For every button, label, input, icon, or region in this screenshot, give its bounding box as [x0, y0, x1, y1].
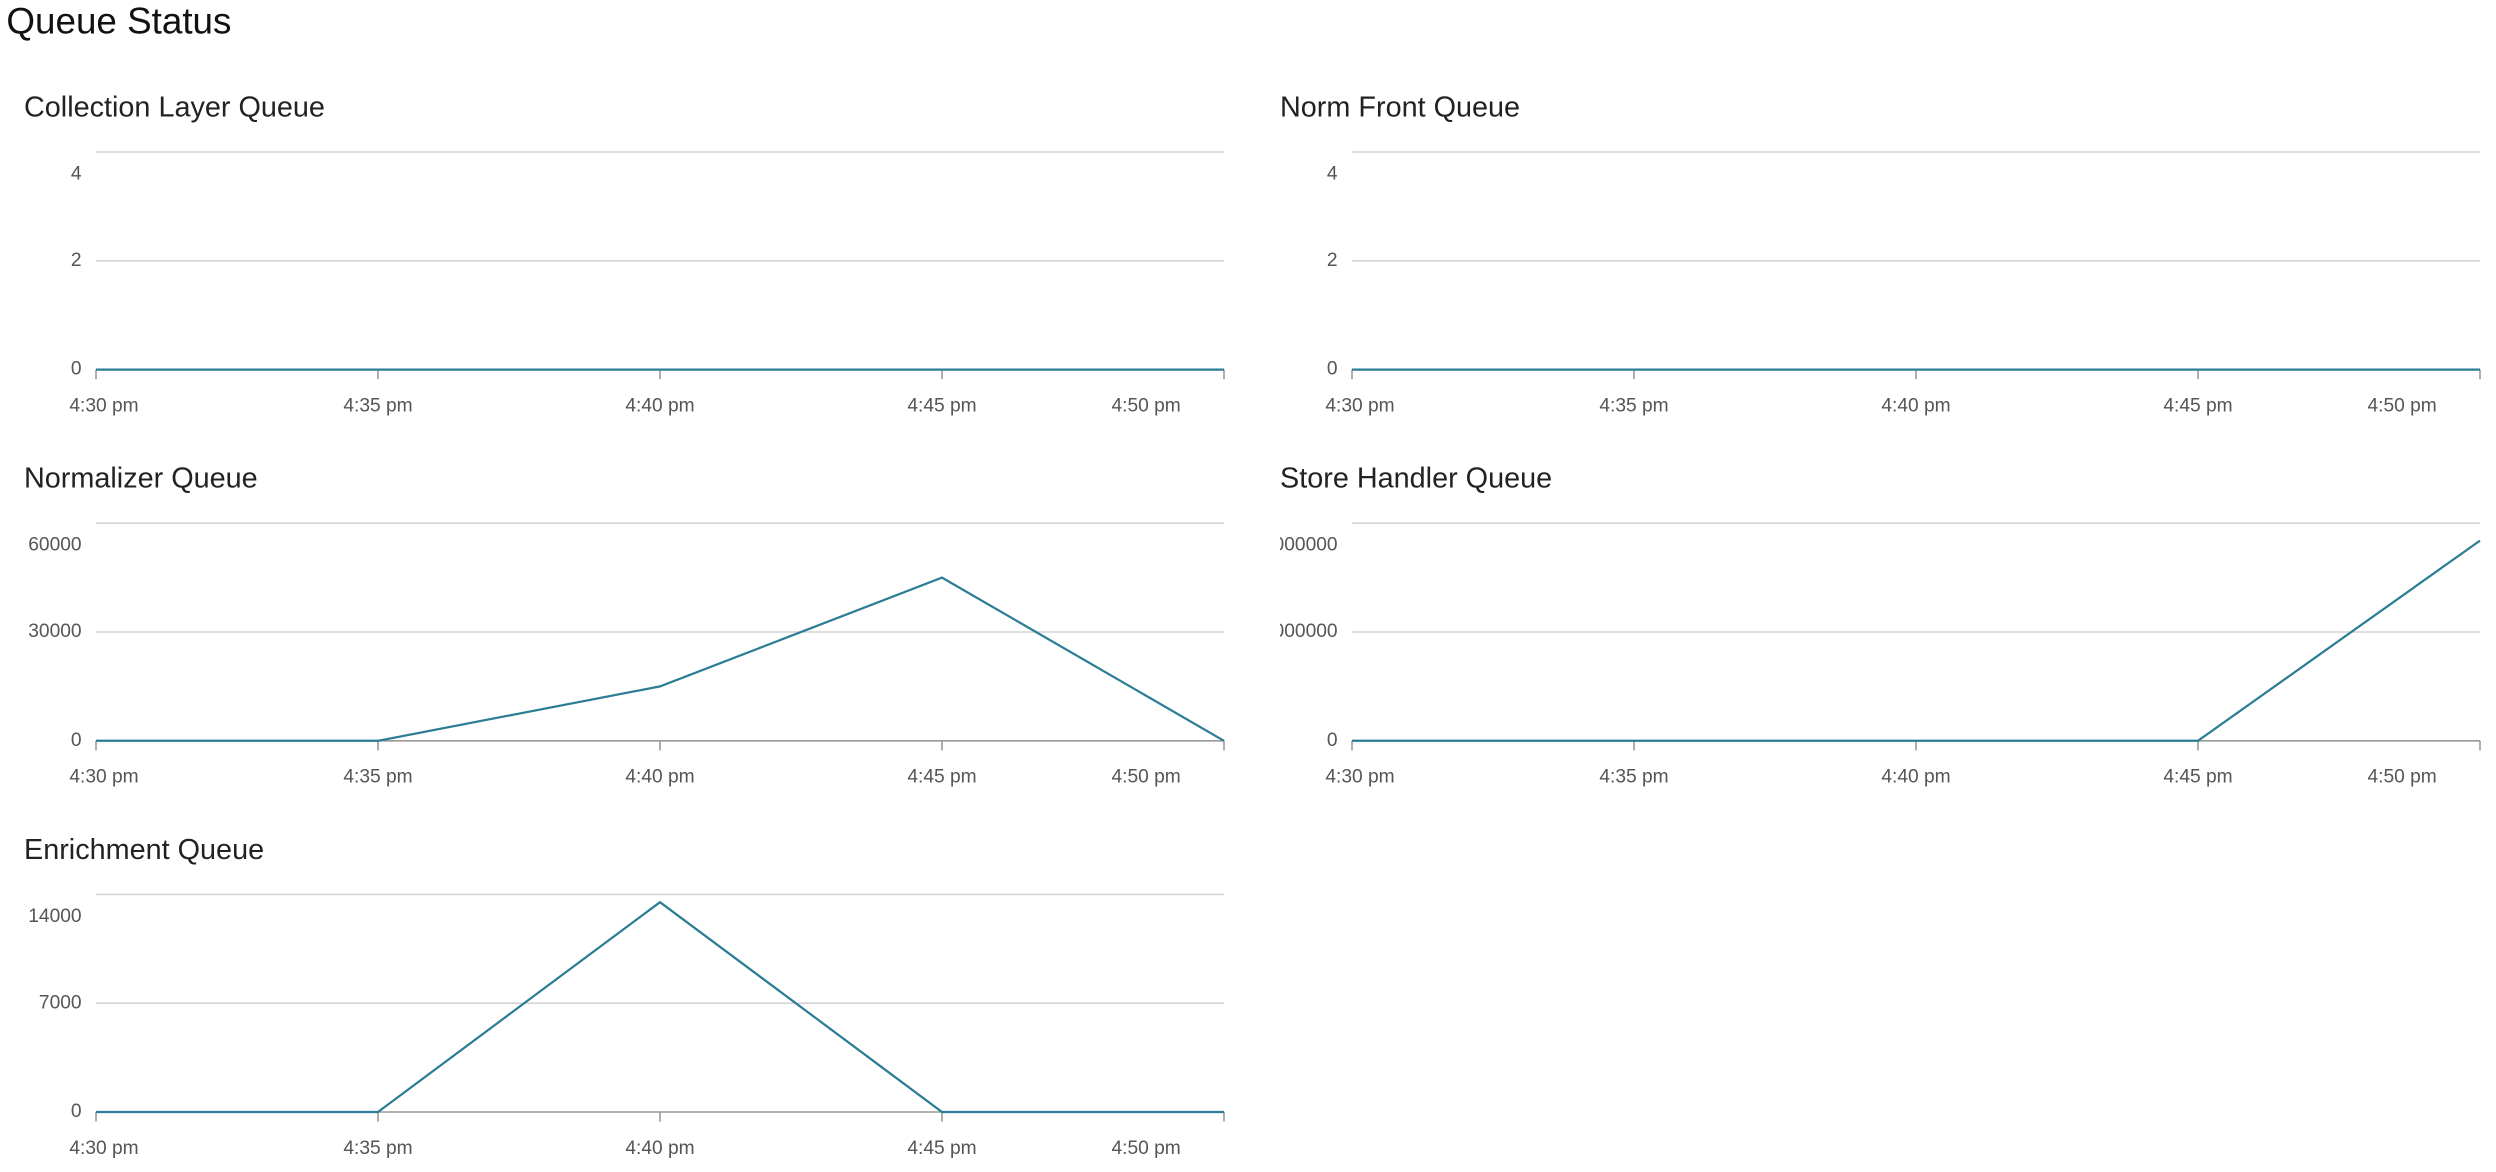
y-tick-label: 7000 [39, 992, 82, 1013]
x-tick-label: 4:30 pm [69, 395, 138, 416]
chart-title: Store Handler Queue [1280, 463, 1552, 495]
x-tick-label: 4:35 pm [343, 395, 412, 416]
y-tick-label: 0 [71, 730, 82, 751]
x-tick-label: 4:45 pm [907, 395, 976, 416]
x-tick-label: 4:30 pm [69, 1138, 138, 1159]
x-tick-label: 4:40 pm [625, 1138, 694, 1159]
chart-title: Enrichment Queue [24, 834, 264, 866]
x-tick-label: 4:35 pm [1599, 395, 1668, 416]
queue-chart: Enrichment Queue 0 7000 14000 4:30 pm 4:35 pm… [24, 834, 1225, 1159]
x-tick-label: 4:30 pm [69, 767, 138, 788]
y-tick-label: 4 [1327, 163, 1338, 184]
queue-chart: Store Handler Queue 0 1000000 2000000 4:30 p… [1263, 463, 2481, 788]
x-tick-label: 4:45 pm [2163, 767, 2232, 788]
x-tick-label: 4:40 pm [1881, 767, 1950, 788]
chart-title: Collection Layer Queue [24, 91, 325, 123]
y-tick-label: 60000 [28, 535, 81, 556]
page-title: Queue Status [6, 1, 231, 42]
y-tick-label: 0 [71, 1101, 82, 1122]
y-tick-label: 0 [71, 359, 82, 380]
x-tick-label: 4:45 pm [2163, 395, 2232, 416]
y-tick-label: 1000000 [1263, 621, 1338, 642]
x-tick-label: 4:50 pm [1111, 767, 1180, 788]
x-tick-label: 4:50 pm [2367, 767, 2436, 788]
x-tick-label: 4:45 pm [907, 1138, 976, 1159]
y-tick-label: 30000 [28, 621, 81, 642]
queue-line [96, 576, 1225, 742]
x-tick-label: 4:35 pm [1599, 767, 1668, 788]
chart-title: Normalizer Queue [24, 463, 258, 495]
queue-line [96, 900, 1224, 1114]
y-tick-label: 2 [71, 250, 82, 271]
x-tick-label: 4:40 pm [1881, 395, 1950, 416]
x-tick-label: 4:50 pm [1111, 1138, 1180, 1159]
x-tick-label: 4:40 pm [625, 395, 694, 416]
y-tick-label: 4 [71, 163, 82, 184]
x-tick-label: 4:45 pm [907, 767, 976, 788]
queue-chart: Collection Layer Queue 0 2 4 4:30 pm 4:35 pm 4… [24, 91, 1225, 416]
y-tick-label: 2000000 [1263, 535, 1338, 556]
x-tick-label: 4:50 pm [1111, 395, 1180, 416]
y-tick-label: 2 [1327, 250, 1338, 271]
queue-line [1352, 539, 2481, 742]
x-tick-label: 4:50 pm [2367, 395, 2436, 416]
x-tick-label: 4:40 pm [625, 767, 694, 788]
queue-chart: Norm Front Queue 0 2 4 4:30 pm 4:35 pm 4:40 pm… [1280, 91, 2481, 416]
chart-title: Norm Front Queue [1280, 91, 1520, 123]
x-tick-label: 4:30 pm [1325, 767, 1394, 788]
y-tick-label: 0 [1327, 730, 1338, 751]
y-tick-label: 0 [1327, 359, 1338, 380]
x-tick-label: 4:35 pm [343, 1138, 412, 1159]
queue-chart: Normalizer Queue 0 30000 60000 4:30 pm 4:35 p… [24, 463, 1225, 788]
x-tick-label: 4:35 pm [343, 767, 412, 788]
y-tick-label: 14000 [28, 906, 81, 927]
x-tick-label: 4:30 pm [1325, 395, 1394, 416]
